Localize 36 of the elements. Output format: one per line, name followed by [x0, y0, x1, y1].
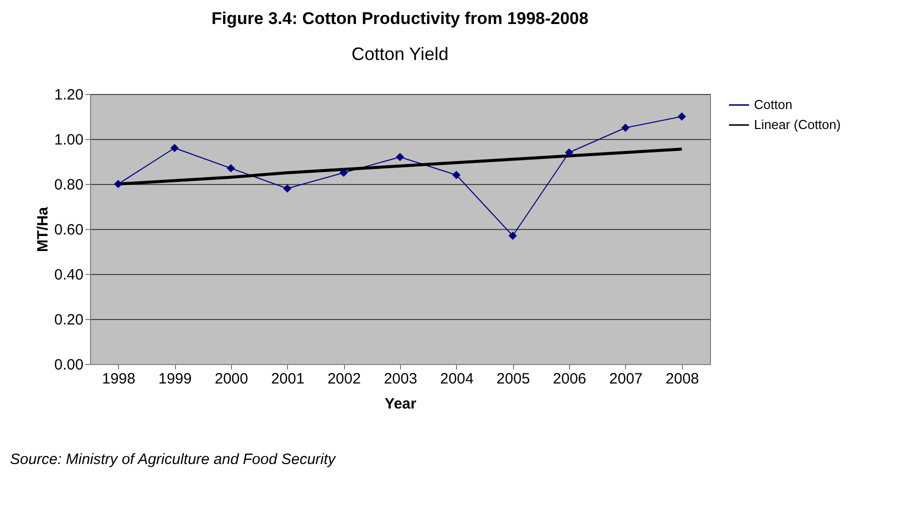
y-tick-label: 1.20 [54, 86, 84, 104]
x-tick-label: 2000 [214, 370, 248, 388]
point [170, 144, 179, 152]
point [396, 152, 404, 162]
y-tick-label: 0.20 [54, 312, 84, 328]
point [283, 184, 292, 193]
y-tick-label: 0.60 [54, 222, 84, 238]
legend-label: Linear (Cotton) [754, 117, 841, 132]
x-tick-label: 2007 [609, 370, 643, 388]
x-tick-label: 2008 [666, 370, 700, 388]
point [621, 124, 630, 132]
x-tick-label: 1999 [158, 370, 192, 388]
point [564, 148, 574, 157]
y-tick-label: 0.00 [54, 356, 84, 374]
x-tick-label: 2001 [271, 370, 304, 388]
point [452, 170, 461, 180]
x-tick-label: 2004 [440, 370, 474, 388]
x-tick-label: 2003 [384, 370, 418, 388]
x-tick-label: 2005 [496, 370, 530, 388]
x-axis-title: Year [384, 396, 417, 412]
chart-subtitle: Cotton Yield [351, 44, 449, 64]
y-tick-label: 0.80 [54, 176, 84, 194]
x-tick-label: 2006 [552, 370, 586, 388]
point [678, 112, 686, 121]
point [114, 180, 122, 188]
chart-title: Figure 3.4: Cotton Productivity from 1998-2008 [212, 9, 588, 28]
x-tick-label: 1998 [102, 370, 136, 388]
y-tick-label: 0.40 [54, 266, 84, 284]
y-axis-title: MT/Ha [34, 206, 52, 252]
point [226, 164, 236, 172]
point [339, 168, 348, 177]
point [508, 232, 517, 240]
x-tick-label: 2002 [327, 370, 361, 388]
source-note: Source: Ministry of Agriculture and Food Security [10, 451, 337, 468]
y-tick-label: 1.00 [54, 132, 84, 148]
legend-label: Cotton [754, 97, 792, 112]
